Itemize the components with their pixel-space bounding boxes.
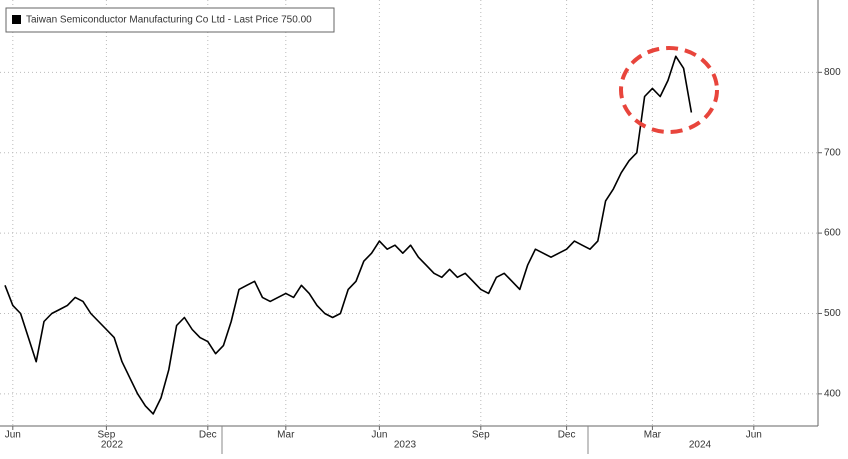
x-tick-label: Mar (644, 430, 662, 441)
y-tick-label: 700 (824, 147, 841, 158)
x-tick-label: Mar (277, 430, 295, 441)
x-tick-label: Jun (371, 430, 387, 441)
legend: Taiwan Semiconductor Manufacturing Co Lt… (5, 7, 335, 33)
price-line (4, 55, 693, 415)
y-tick-label: 500 (824, 308, 841, 319)
y-tick-label: 600 (824, 228, 841, 239)
x-tick-label: Jun (5, 430, 21, 441)
x-tick-label: Dec (558, 430, 576, 441)
legend-swatch (12, 15, 21, 24)
legend-box (5, 7, 335, 33)
highlight-circle (619, 46, 719, 134)
legend-label: Taiwan Semiconductor Manufacturing Co Lt… (26, 15, 312, 26)
year-label: 2023 (394, 440, 417, 451)
year-label: 2022 (101, 440, 124, 451)
x-tick-label: Sep (472, 430, 490, 441)
y-tick-label: 400 (824, 388, 841, 399)
x-tick-label: Jun (746, 430, 762, 441)
x-tick-label: Dec (199, 430, 217, 441)
x-tick-label: Sep (98, 430, 116, 441)
y-tick-label: 800 (824, 67, 841, 78)
year-label: 2024 (689, 440, 712, 451)
